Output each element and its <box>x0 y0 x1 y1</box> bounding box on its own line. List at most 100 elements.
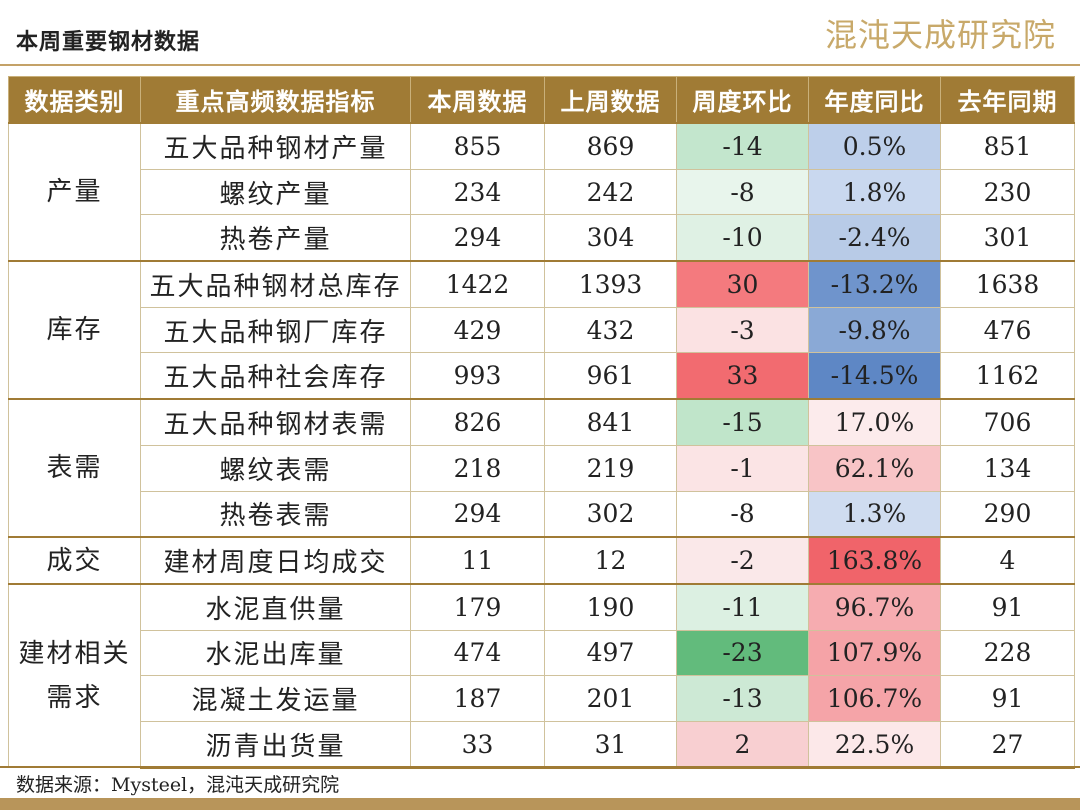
indicator-cell: 五大品种钢材表需 <box>140 398 411 446</box>
last-week-cell: 242 <box>544 168 677 216</box>
indicator-cell: 建材周度日均成交 <box>140 536 411 585</box>
table-row: 热卷表需 294 302 -8 1.3% 290 <box>9 490 1075 539</box>
page-title: 本周重要钢材数据 <box>16 30 201 55</box>
indicator-cell: 五大品种钢厂库存 <box>140 306 411 354</box>
last-year-cell: 228 <box>940 629 1075 677</box>
last-year-cell: 230 <box>940 168 1075 216</box>
wow-cell: -15 <box>676 398 809 446</box>
indicator-cell: 水泥直供量 <box>140 582 411 631</box>
last-week-cell: 201 <box>544 675 677 722</box>
last-year-cell: 91 <box>940 675 1075 722</box>
indicator-cell: 五大品种钢材总库存 <box>140 260 411 308</box>
last-year-cell: 1162 <box>940 352 1075 401</box>
last-year-cell: 27 <box>940 720 1075 769</box>
yoy-cell: 163.8% <box>808 536 941 585</box>
wow-cell: -8 <box>676 490 809 539</box>
last-week-cell: 304 <box>544 214 677 263</box>
yoy-cell: 106.7% <box>808 675 941 722</box>
this-week-cell: 1422 <box>410 260 545 308</box>
yoy-cell: 107.9% <box>808 629 941 677</box>
last-week-cell: 302 <box>544 490 677 539</box>
last-week-cell: 432 <box>544 306 677 354</box>
last-week-cell: 31 <box>544 720 677 769</box>
last-year-cell: 290 <box>940 490 1075 539</box>
this-week-cell: 474 <box>410 629 545 677</box>
this-week-cell: 33 <box>410 720 545 769</box>
steel-data-table: 数据类别 重点高频数据指标 本周数据 上周数据 周度环比 年度同比 去年同期 产… <box>8 76 1075 769</box>
this-week-cell: 993 <box>410 352 545 401</box>
last-week-cell: 219 <box>544 444 677 492</box>
yoy-cell: 0.5% <box>808 121 941 170</box>
table-row: 水泥出库量 474 497 -23 107.9% 228 <box>9 629 1075 677</box>
table-row: 产量 五大品种钢材产量 855 869 -14 0.5% 851 <box>8 121 1075 262</box>
brand-logo: 混沌天成研究院 <box>824 16 1056 54</box>
wow-cell: -3 <box>676 306 809 354</box>
table-row: 螺纹表需 218 219 -1 62.1% 134 <box>9 444 1075 492</box>
this-week-cell: 234 <box>410 168 545 216</box>
header-wow: 周度环比 <box>676 76 809 124</box>
table-row: 建材相关需求 水泥直供量 179 190 -11 96.7% 91 <box>8 582 1075 769</box>
wow-cell: -10 <box>676 214 809 263</box>
yoy-cell: -13.2% <box>808 260 941 308</box>
last-year-cell: 301 <box>940 214 1075 263</box>
this-week-cell: 187 <box>410 675 545 722</box>
footer-divider <box>0 766 1080 768</box>
last-year-cell: 476 <box>940 306 1075 354</box>
wow-cell: -11 <box>676 582 809 631</box>
header-last-year: 去年同期 <box>940 76 1075 124</box>
last-year-cell: 134 <box>940 444 1075 492</box>
this-week-cell: 294 <box>410 214 545 263</box>
table-row: 五大品种钢厂库存 429 432 -3 -9.8% 476 <box>9 306 1075 354</box>
yoy-cell: 62.1% <box>808 444 941 492</box>
last-week-cell: 869 <box>544 121 677 170</box>
yoy-cell: -9.8% <box>808 306 941 354</box>
this-week-cell: 294 <box>410 490 545 539</box>
last-week-cell: 1393 <box>544 260 677 308</box>
yoy-cell: 1.3% <box>808 490 941 539</box>
category-cell: 建材相关需求 <box>8 582 141 769</box>
wow-cell: 30 <box>676 260 809 308</box>
this-week-cell: 855 <box>410 121 545 170</box>
last-week-cell: 12 <box>544 536 677 585</box>
yoy-cell: -2.4% <box>808 214 941 263</box>
header-divider <box>0 64 1080 66</box>
this-week-cell: 826 <box>410 398 545 446</box>
this-week-cell: 429 <box>410 306 545 354</box>
source-note: 数据来源：Mysteel，混沌天成研究院 <box>16 774 340 796</box>
yoy-cell: -14.5% <box>808 352 941 401</box>
table-header-row: 数据类别 重点高频数据指标 本周数据 上周数据 周度环比 年度同比 去年同期 <box>8 76 1075 124</box>
yoy-cell: 22.5% <box>808 720 941 769</box>
table-row: 热卷产量 294 304 -10 -2.4% 301 <box>9 214 1075 263</box>
last-week-cell: 961 <box>544 352 677 401</box>
category-cell: 表需 <box>8 398 141 538</box>
wow-cell: 33 <box>676 352 809 401</box>
indicator-cell: 五大品种钢材产量 <box>140 121 411 170</box>
last-week-cell: 841 <box>544 398 677 446</box>
this-week-cell: 179 <box>410 582 545 631</box>
wow-cell: -1 <box>676 444 809 492</box>
indicator-cell: 水泥出库量 <box>140 629 411 677</box>
table-row: 五大品种社会库存 993 961 33 -14.5% 1162 <box>9 352 1075 401</box>
last-week-cell: 497 <box>544 629 677 677</box>
header-this-week: 本周数据 <box>410 76 545 124</box>
indicator-cell: 混凝土发运量 <box>140 675 411 722</box>
category-cell: 库存 <box>8 260 141 400</box>
table-row: 表需 五大品种钢材表需 826 841 -15 17.0% 706 <box>8 398 1075 538</box>
category-cell: 成交 <box>8 536 141 585</box>
indicator-cell: 螺纹表需 <box>140 444 411 492</box>
wow-cell: 2 <box>676 720 809 769</box>
wow-cell: -8 <box>676 168 809 216</box>
indicator-cell: 热卷表需 <box>140 490 411 539</box>
last-year-cell: 706 <box>940 398 1075 446</box>
category-cell: 产量 <box>8 121 141 262</box>
yoy-cell: 1.8% <box>808 168 941 216</box>
header-category: 数据类别 <box>8 76 141 124</box>
indicator-cell: 热卷产量 <box>140 214 411 263</box>
last-week-cell: 190 <box>544 582 677 631</box>
header-indicator: 重点高频数据指标 <box>140 76 411 124</box>
table-row: 库存 五大品种钢材总库存 1422 1393 30 -13.2% 1638 <box>8 260 1075 400</box>
indicator-cell: 螺纹产量 <box>140 168 411 216</box>
indicator-cell: 五大品种社会库存 <box>140 352 411 401</box>
wow-cell: -14 <box>676 121 809 170</box>
footer-bar <box>0 798 1080 810</box>
